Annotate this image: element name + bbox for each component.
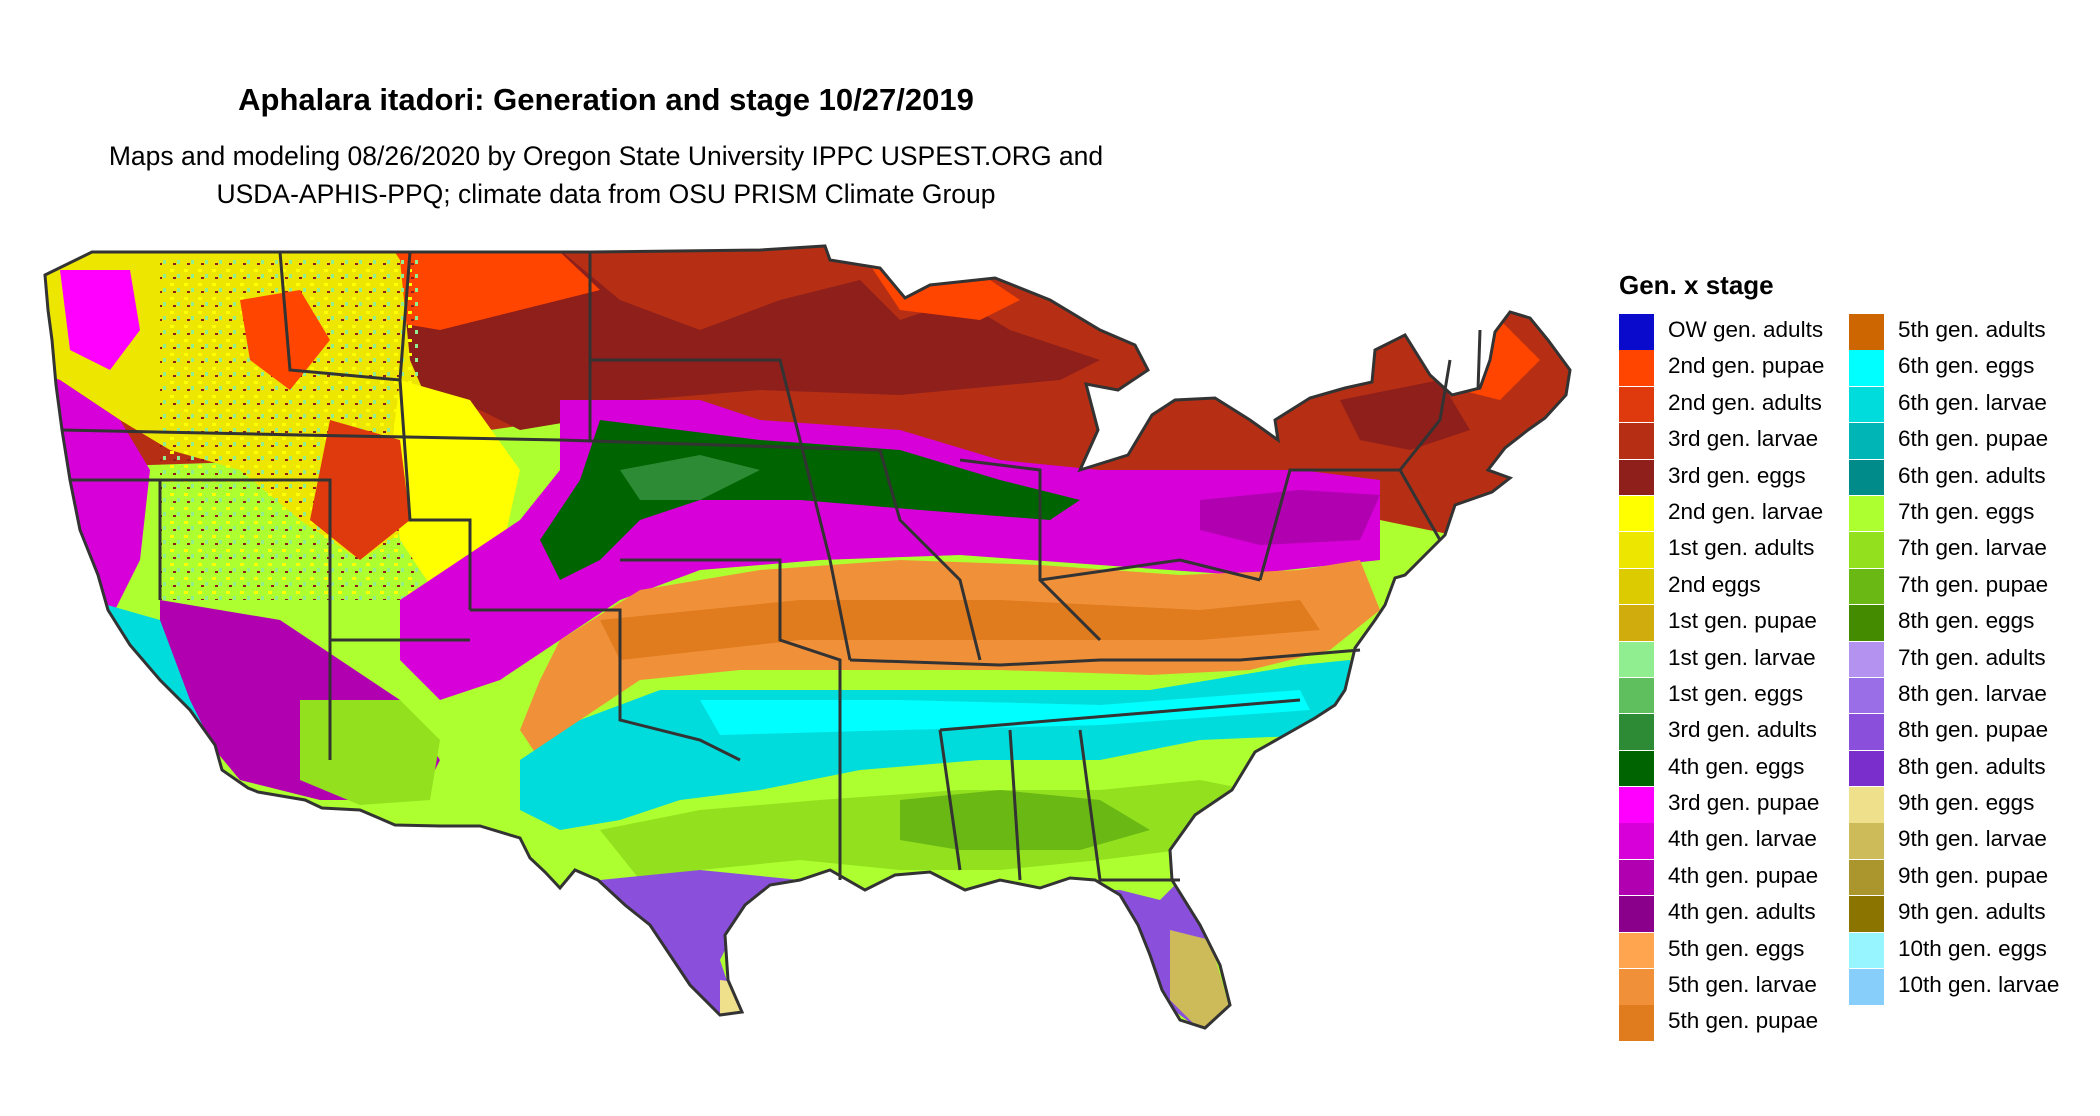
legend-label: 4th gen. adults xyxy=(1668,899,1816,925)
legend-label: 3rd gen. adults xyxy=(1668,717,1817,743)
legend-swatch xyxy=(1619,714,1654,750)
legend-label: 7th gen. larvae xyxy=(1898,535,2047,561)
map-title: Aphalara itadori: Generation and stage 1… xyxy=(238,82,974,117)
us-generation-stage-map xyxy=(43,244,1572,1030)
legend-label: 8th gen. larvae xyxy=(1898,680,2047,706)
subtitle-line-2: USDA-APHIS-PPQ; climate data from OSU PR… xyxy=(216,179,996,209)
legend-label: 5th gen. pupae xyxy=(1668,1008,1819,1034)
state-borders xyxy=(43,244,1572,1030)
legend-swatch xyxy=(1619,641,1654,678)
legend-swatch xyxy=(1619,787,1654,823)
legend-swatch xyxy=(1619,750,1654,787)
legend-label: 3rd gen. eggs xyxy=(1668,462,1806,488)
legend-label: 10th gen. eggs xyxy=(1898,935,2047,961)
legend-label: 8th gen. adults xyxy=(1898,753,2046,779)
legend-label: OW gen. adults xyxy=(1668,317,1824,342)
legend-label: 1st gen. larvae xyxy=(1668,644,1816,670)
legend-label: 1st gen. pupae xyxy=(1668,608,1817,634)
legend-label: 2nd gen. larvae xyxy=(1668,498,1824,524)
legend-swatch xyxy=(1619,386,1654,423)
legend-label: 7th gen. adults xyxy=(1898,644,2046,670)
legend-title: Gen. x stage xyxy=(1619,270,1774,300)
legend-swatch xyxy=(1849,423,1884,459)
legend-label: 1st gen. adults xyxy=(1668,535,1815,561)
legend-swatch xyxy=(1849,641,1884,678)
subtitle-line-1: Maps and modeling 08/26/2020 by Oregon S… xyxy=(108,141,1104,171)
legend-label: 9th gen. larvae xyxy=(1898,826,2047,852)
legend-swatch xyxy=(1619,568,1654,605)
legend-swatch xyxy=(1849,714,1884,750)
legend-swatch xyxy=(1619,932,1654,969)
legend-swatch xyxy=(1619,859,1654,896)
legend-label: 2nd gen. adults xyxy=(1668,389,1822,415)
legend-label: 9th gen. pupae xyxy=(1898,862,2049,888)
legend-swatch xyxy=(1849,896,1884,932)
legend-label: 3rd gen. larvae xyxy=(1668,426,1819,452)
legend-label: 6th gen. adults xyxy=(1898,462,2046,488)
legend-label: 2nd gen. pupae xyxy=(1668,353,1825,379)
legend-swatch xyxy=(1849,859,1884,896)
legend-swatch xyxy=(1849,386,1884,423)
legend-swatch xyxy=(1619,532,1654,568)
legend-swatch xyxy=(1619,459,1654,496)
map-subtitle: Maps and modeling 08/26/2020 by Oregon S… xyxy=(0,137,1212,213)
legend-label: 6th gen. eggs xyxy=(1898,353,2035,379)
legend-swatch xyxy=(1849,932,1884,969)
legend-label: 5th gen. larvae xyxy=(1668,972,1817,998)
legend-label: 2nd eggs xyxy=(1668,571,1761,597)
legend-label: 4th gen. pupae xyxy=(1668,862,1819,888)
legend-label: 9th gen. adults xyxy=(1898,899,2046,925)
legend-swatch xyxy=(1849,495,1884,532)
legend-swatch xyxy=(1619,605,1654,641)
legend-label: 10th gen. larvae xyxy=(1898,972,2060,998)
legend-swatch xyxy=(1849,532,1884,568)
legend-swatch xyxy=(1619,823,1654,859)
legend-label: 4th gen. eggs xyxy=(1668,753,1805,779)
legend-swatch xyxy=(1619,314,1654,350)
legend-swatch xyxy=(1849,350,1884,386)
legend-swatch xyxy=(1619,677,1654,714)
legend-swatch xyxy=(1849,969,1884,1005)
legend-label: 8th gen. pupae xyxy=(1898,717,2049,743)
legend-label: 5th gen. adults xyxy=(1898,317,2046,342)
legend-swatch xyxy=(1619,1005,1654,1041)
legend-swatch xyxy=(1849,677,1884,714)
legend-label: 8th gen. eggs xyxy=(1898,608,2035,634)
legend-label: 4th gen. larvae xyxy=(1668,826,1817,852)
legend-swatch xyxy=(1619,495,1654,532)
legend-swatch xyxy=(1619,423,1654,459)
legend-label: 6th gen. larvae xyxy=(1898,389,2047,415)
legend-swatch xyxy=(1619,969,1654,1005)
legend-swatch xyxy=(1849,314,1884,350)
legend-swatch xyxy=(1849,568,1884,605)
legend-swatch xyxy=(1619,896,1654,932)
legend-label: 3rd gen. pupae xyxy=(1668,790,1820,816)
legend-swatch xyxy=(1849,750,1884,787)
legend-label: 1st gen. eggs xyxy=(1668,680,1804,706)
legend-swatch xyxy=(1849,787,1884,823)
legend-label: 7th gen. pupae xyxy=(1898,571,2049,597)
legend-swatch xyxy=(1619,350,1654,386)
legend-label: 7th gen. eggs xyxy=(1898,498,2035,524)
legend-label: 6th gen. pupae xyxy=(1898,426,2049,452)
legend-swatch xyxy=(1849,823,1884,859)
legend-swatch xyxy=(1849,459,1884,496)
legend-swatch xyxy=(1849,605,1884,641)
legend-label: 5th gen. eggs xyxy=(1668,935,1805,961)
legend-label: 9th gen. eggs xyxy=(1898,790,2035,816)
